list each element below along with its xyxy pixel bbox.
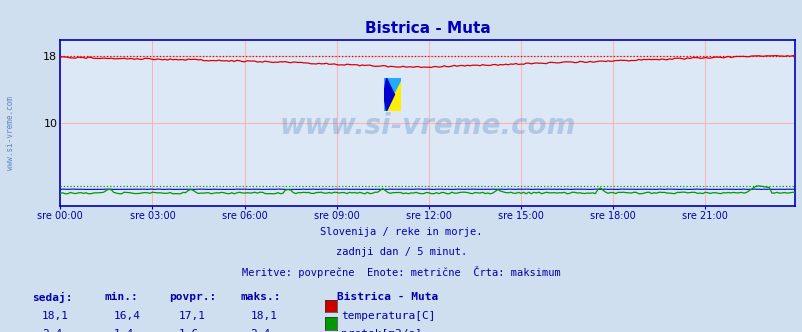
Text: sedaj:: sedaj: xyxy=(32,292,72,303)
Polygon shape xyxy=(383,78,394,111)
Text: temperatura[C]: temperatura[C] xyxy=(341,311,435,321)
Text: povpr.:: povpr.: xyxy=(168,292,216,302)
Text: 16,4: 16,4 xyxy=(114,311,141,321)
Text: www.si-vreme.com: www.si-vreme.com xyxy=(279,112,575,140)
Polygon shape xyxy=(383,78,401,111)
Text: min.:: min.: xyxy=(104,292,138,302)
Text: maks.:: maks.: xyxy=(241,292,281,302)
Text: 18,1: 18,1 xyxy=(42,311,69,321)
Text: zadnji dan / 5 minut.: zadnji dan / 5 minut. xyxy=(335,247,467,257)
Text: Bistrica - Muta: Bistrica - Muta xyxy=(337,292,438,302)
Text: 2,4: 2,4 xyxy=(250,329,270,332)
Polygon shape xyxy=(383,78,401,111)
Text: Slovenija / reke in morje.: Slovenija / reke in morje. xyxy=(320,227,482,237)
Text: 2,4: 2,4 xyxy=(42,329,62,332)
Text: 17,1: 17,1 xyxy=(178,311,205,321)
Text: 1,6: 1,6 xyxy=(178,329,198,332)
Text: 18,1: 18,1 xyxy=(250,311,277,321)
Text: 1,4: 1,4 xyxy=(114,329,134,332)
Text: Meritve: povprečne  Enote: metrične  Črta: maksimum: Meritve: povprečne Enote: metrične Črta:… xyxy=(242,266,560,278)
Title: Bistrica - Muta: Bistrica - Muta xyxy=(364,21,490,36)
Text: www.si-vreme.com: www.si-vreme.com xyxy=(6,96,15,170)
Text: pretok[m3/s]: pretok[m3/s] xyxy=(341,329,422,332)
